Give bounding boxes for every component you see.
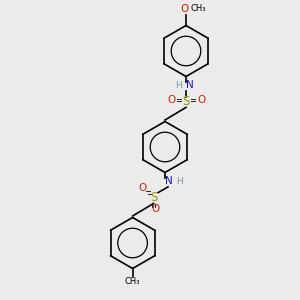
Text: S: S <box>182 95 190 109</box>
Text: N: N <box>165 176 172 187</box>
Text: O: O <box>167 94 175 105</box>
Text: O: O <box>151 204 159 214</box>
Text: O: O <box>138 183 146 194</box>
Text: CH₃: CH₃ <box>125 278 140 286</box>
Text: CH₃: CH₃ <box>191 4 206 14</box>
Text: H: H <box>175 81 182 90</box>
Text: N: N <box>186 80 194 91</box>
Text: O: O <box>197 94 205 105</box>
Text: H: H <box>176 177 183 186</box>
Text: S: S <box>150 191 157 205</box>
Text: O: O <box>180 4 189 14</box>
